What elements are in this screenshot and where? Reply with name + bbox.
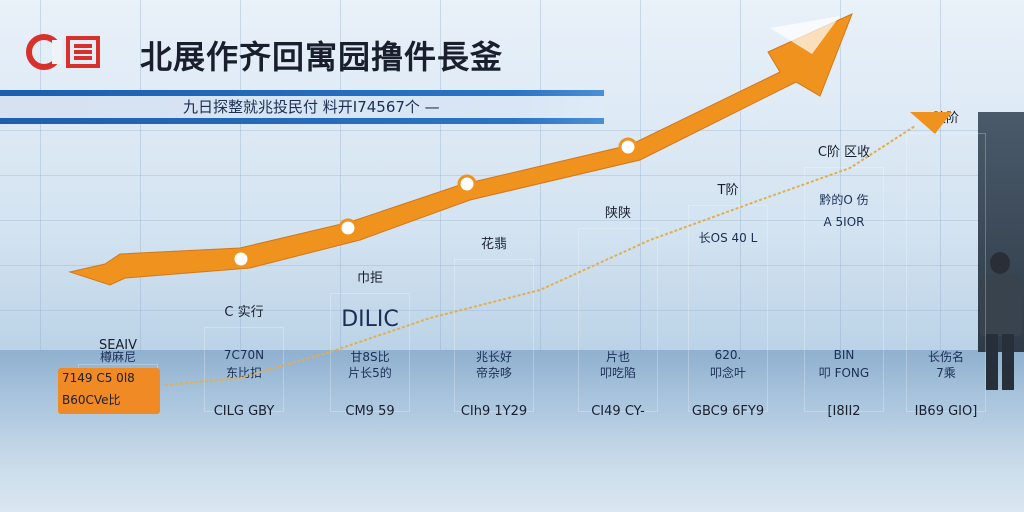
trend-marker [618, 137, 638, 157]
bar-inner-label: 片长5的 [348, 366, 392, 380]
trend-marker [231, 249, 251, 269]
bar [688, 204, 768, 412]
gold-trend-line [164, 125, 916, 386]
bar-base-label: [I8II2 [827, 404, 861, 419]
logo [26, 34, 100, 70]
small-orange-arrow [910, 112, 952, 134]
bar-base-label: CI49 CY- [591, 404, 645, 419]
grid-line-horizontal [0, 310, 1024, 311]
bar-inner-title: DILIC [341, 307, 399, 332]
trend-marker [457, 174, 477, 194]
bar-inner-label: 长OS 40 L [698, 230, 758, 245]
grid-line-vertical [240, 0, 241, 350]
grid-line-vertical [840, 0, 841, 350]
bar-base-label: CILG GBY [213, 404, 275, 419]
bar-inner-label: 叩念叶 [709, 366, 746, 380]
bar-inner-label: 620. [714, 348, 742, 362]
floor [0, 350, 1024, 512]
bar-base-label: IB69 GIO] [914, 404, 978, 419]
grid-line-horizontal [0, 220, 1024, 221]
bar-inner-label: 叩吃陷 [599, 366, 636, 380]
bar-inner-label: 长伤名 [927, 350, 964, 364]
grid-line-vertical [40, 0, 41, 350]
bar [804, 167, 884, 412]
bar-inner-label: 7C70N [223, 348, 265, 362]
bar-inner-label: BIN [833, 348, 855, 362]
bar [204, 327, 284, 412]
bar-inner-label: 兆长好 [475, 350, 512, 364]
bar-base-label: CM9 59 [345, 404, 395, 419]
trend-arrow [68, 13, 853, 286]
bar-top-label: C 实行 [224, 305, 264, 320]
bar-inner-label: 东比扣 [225, 366, 262, 380]
bar [330, 293, 410, 412]
trend-marker [338, 218, 358, 238]
orange-tag-line-1: 7149 C5 0l8 [62, 371, 135, 385]
chart-title: 北展作齐回寓园撸件長釜 [140, 38, 504, 76]
grid-line-horizontal [0, 130, 1024, 131]
grid-line-vertical [940, 0, 941, 350]
subtitle-band-inner [0, 96, 604, 118]
orange-tag-line-2: B60CVe比 [62, 393, 121, 407]
bar-top-label: C阶 区收 [817, 145, 871, 161]
bar [906, 133, 986, 412]
bar-top-label: 花翡 [480, 237, 507, 252]
bar-top-label: 陕陕 [604, 206, 631, 222]
bar [578, 228, 658, 412]
bar-inner-label: 甘8S比 [350, 350, 390, 364]
bar-inner-label: 帝杂哆 [475, 366, 512, 380]
grid-line-vertical [140, 0, 141, 350]
grid-line-vertical [340, 0, 341, 350]
grid-line-horizontal [0, 265, 1024, 266]
bar-inner-label: 樽麻尼 [99, 350, 136, 364]
bar-top-label: T阶 [717, 182, 739, 198]
grid-line-vertical [740, 0, 741, 350]
bar-inner-label: 叩 FONG [818, 366, 870, 380]
bar [454, 259, 534, 412]
chart-subtitle: 九日探整就兆投民付 料开I74567个 — [183, 98, 440, 116]
orange-tag [58, 368, 160, 414]
bar-inner-label: 片也 [605, 350, 630, 364]
bar-inner-label: 7乘 [936, 366, 956, 380]
bar-top-label: 巾拒 [356, 271, 383, 286]
bar-inner-label: 黔的O 伤 [819, 193, 869, 208]
person-silhouette [978, 252, 1024, 390]
bar-top-label: SEAIV [98, 338, 138, 354]
bar-base-label: GBC9 6FY9 [691, 404, 765, 419]
grid-line-vertical [640, 0, 641, 350]
trend-arrow-head-highlight [770, 16, 840, 54]
bar-base-label: CIh9 1Y29 [460, 404, 528, 419]
grid-line-vertical [440, 0, 441, 350]
bar-inner-label: A 5IOR [823, 215, 865, 230]
